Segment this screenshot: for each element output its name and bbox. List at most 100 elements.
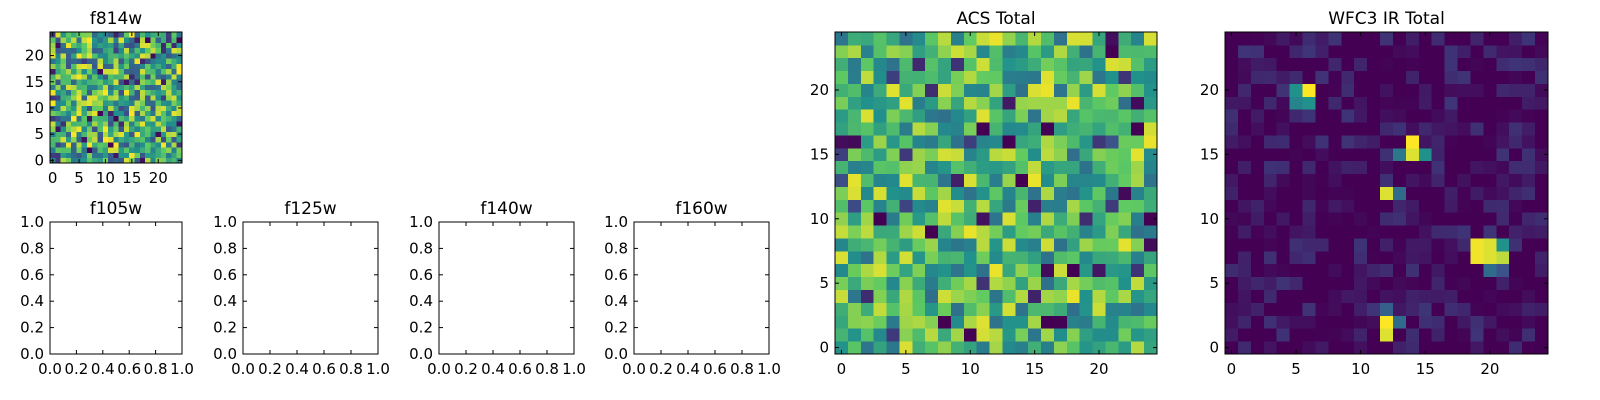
heatmap-cell [886,122,900,136]
heatmap-cell [150,126,156,132]
heatmap-cell [1302,70,1316,84]
heatmap-cell [1509,276,1523,290]
heatmap-cell [912,289,926,303]
heatmap-cell [150,47,156,54]
heatmap-cell [171,105,178,111]
heatmap-cell [166,84,172,91]
heatmap-cell [145,58,151,64]
heatmap-cell [1276,276,1290,290]
heatmap-cell [1276,289,1290,303]
heatmap-cell [134,52,141,59]
heatmap-cell [1079,70,1093,84]
heatmap-cell [1405,160,1420,175]
heatmap-cell [176,152,183,159]
heatmap-cell [860,122,875,136]
heatmap-cell [1315,302,1329,316]
heatmap-cell [1225,44,1239,59]
heatmap-cell [102,136,109,143]
heatmap-cell [1483,302,1497,316]
heatmap-cell [1354,186,1368,200]
x-tick-label: 20 [149,169,168,187]
heatmap-cell [1263,147,1278,162]
heatmap-cell [1105,83,1119,97]
heatmap-cell [1144,147,1158,162]
heatmap-cell [1144,225,1158,239]
heatmap-cell [976,250,990,265]
heatmap-cell [1053,160,1068,175]
heatmap-cell [1315,199,1329,213]
heatmap-cell [134,63,141,70]
heatmap-cell [171,32,178,38]
heatmap-cell [886,328,900,342]
heatmap-cell [123,147,130,153]
heatmap-cell [81,94,88,101]
heatmap-cell [835,263,849,278]
heatmap-cell [1315,276,1329,290]
heatmap-cell [86,47,93,54]
heatmap-cell [1418,122,1433,136]
y-tick-label: 10 [25,99,44,117]
heatmap-cell [1509,135,1523,149]
y-tick-label: 20 [25,47,44,65]
heatmap-cell [123,89,130,96]
heatmap-cell [1092,238,1106,252]
heatmap-cell [899,83,913,97]
heatmap-cell [50,147,56,153]
heatmap-cell [1457,199,1471,213]
heatmap-cell [1237,83,1252,97]
heatmap-cell [1483,57,1497,72]
heatmap-cell [1367,302,1381,316]
heatmap-cell [1470,147,1484,162]
heatmap-cell [76,105,83,111]
heatmap-cell [1522,315,1536,329]
heatmap-cell [139,84,146,91]
heatmap-cell [139,63,146,70]
heatmap-cell [1276,83,1290,97]
heatmap-cell [55,79,61,85]
heatmap-cell [1002,109,1016,123]
heatmap-cell [160,147,167,153]
heatmap-cell [1315,44,1329,59]
heatmap-cell [1041,83,1055,97]
heatmap-cell [886,199,900,213]
heatmap-cell [1263,225,1278,239]
heatmap-cell [92,115,98,122]
heatmap-cell [1263,70,1278,84]
heatmap-cell [847,250,862,265]
heatmap-cell [139,47,146,54]
heatmap-cell [65,68,72,75]
y-tick-label: 0.8 [213,239,237,257]
heatmap-cell [1522,96,1536,110]
heatmap-cell [81,110,88,117]
heatmap-cell [1418,315,1433,329]
heatmap-cell [938,212,952,226]
heatmap-cell [1328,122,1342,136]
heatmap-cell [1483,147,1497,162]
heatmap-cell [989,250,1003,265]
heatmap-cell [1367,160,1381,175]
heatmap-cell [76,37,83,43]
heatmap-cell [1263,186,1278,200]
heatmap-cell [113,147,120,153]
heatmap-cell [1405,32,1420,46]
heatmap-cell [50,42,56,49]
heatmap-cell [86,131,93,138]
heatmap-cell [1237,160,1252,175]
heatmap-cell [1079,32,1093,46]
heatmap-cell [134,100,141,106]
heatmap-cell [1028,160,1042,175]
heatmap-cell [60,115,67,122]
heatmap-cell [1289,70,1303,84]
heatmap-cell [1302,250,1316,265]
heatmap-cell [1144,57,1158,72]
heatmap-cell [1431,212,1446,226]
heatmap-cell [1522,276,1536,290]
heatmap-cell [1118,238,1132,252]
heatmap-cell [81,63,88,70]
heatmap-cell [873,263,887,278]
heatmap-cell [50,142,56,148]
heatmap-cell [963,57,978,72]
heatmap-cell [1105,109,1119,123]
heatmap-cell [1225,96,1239,110]
